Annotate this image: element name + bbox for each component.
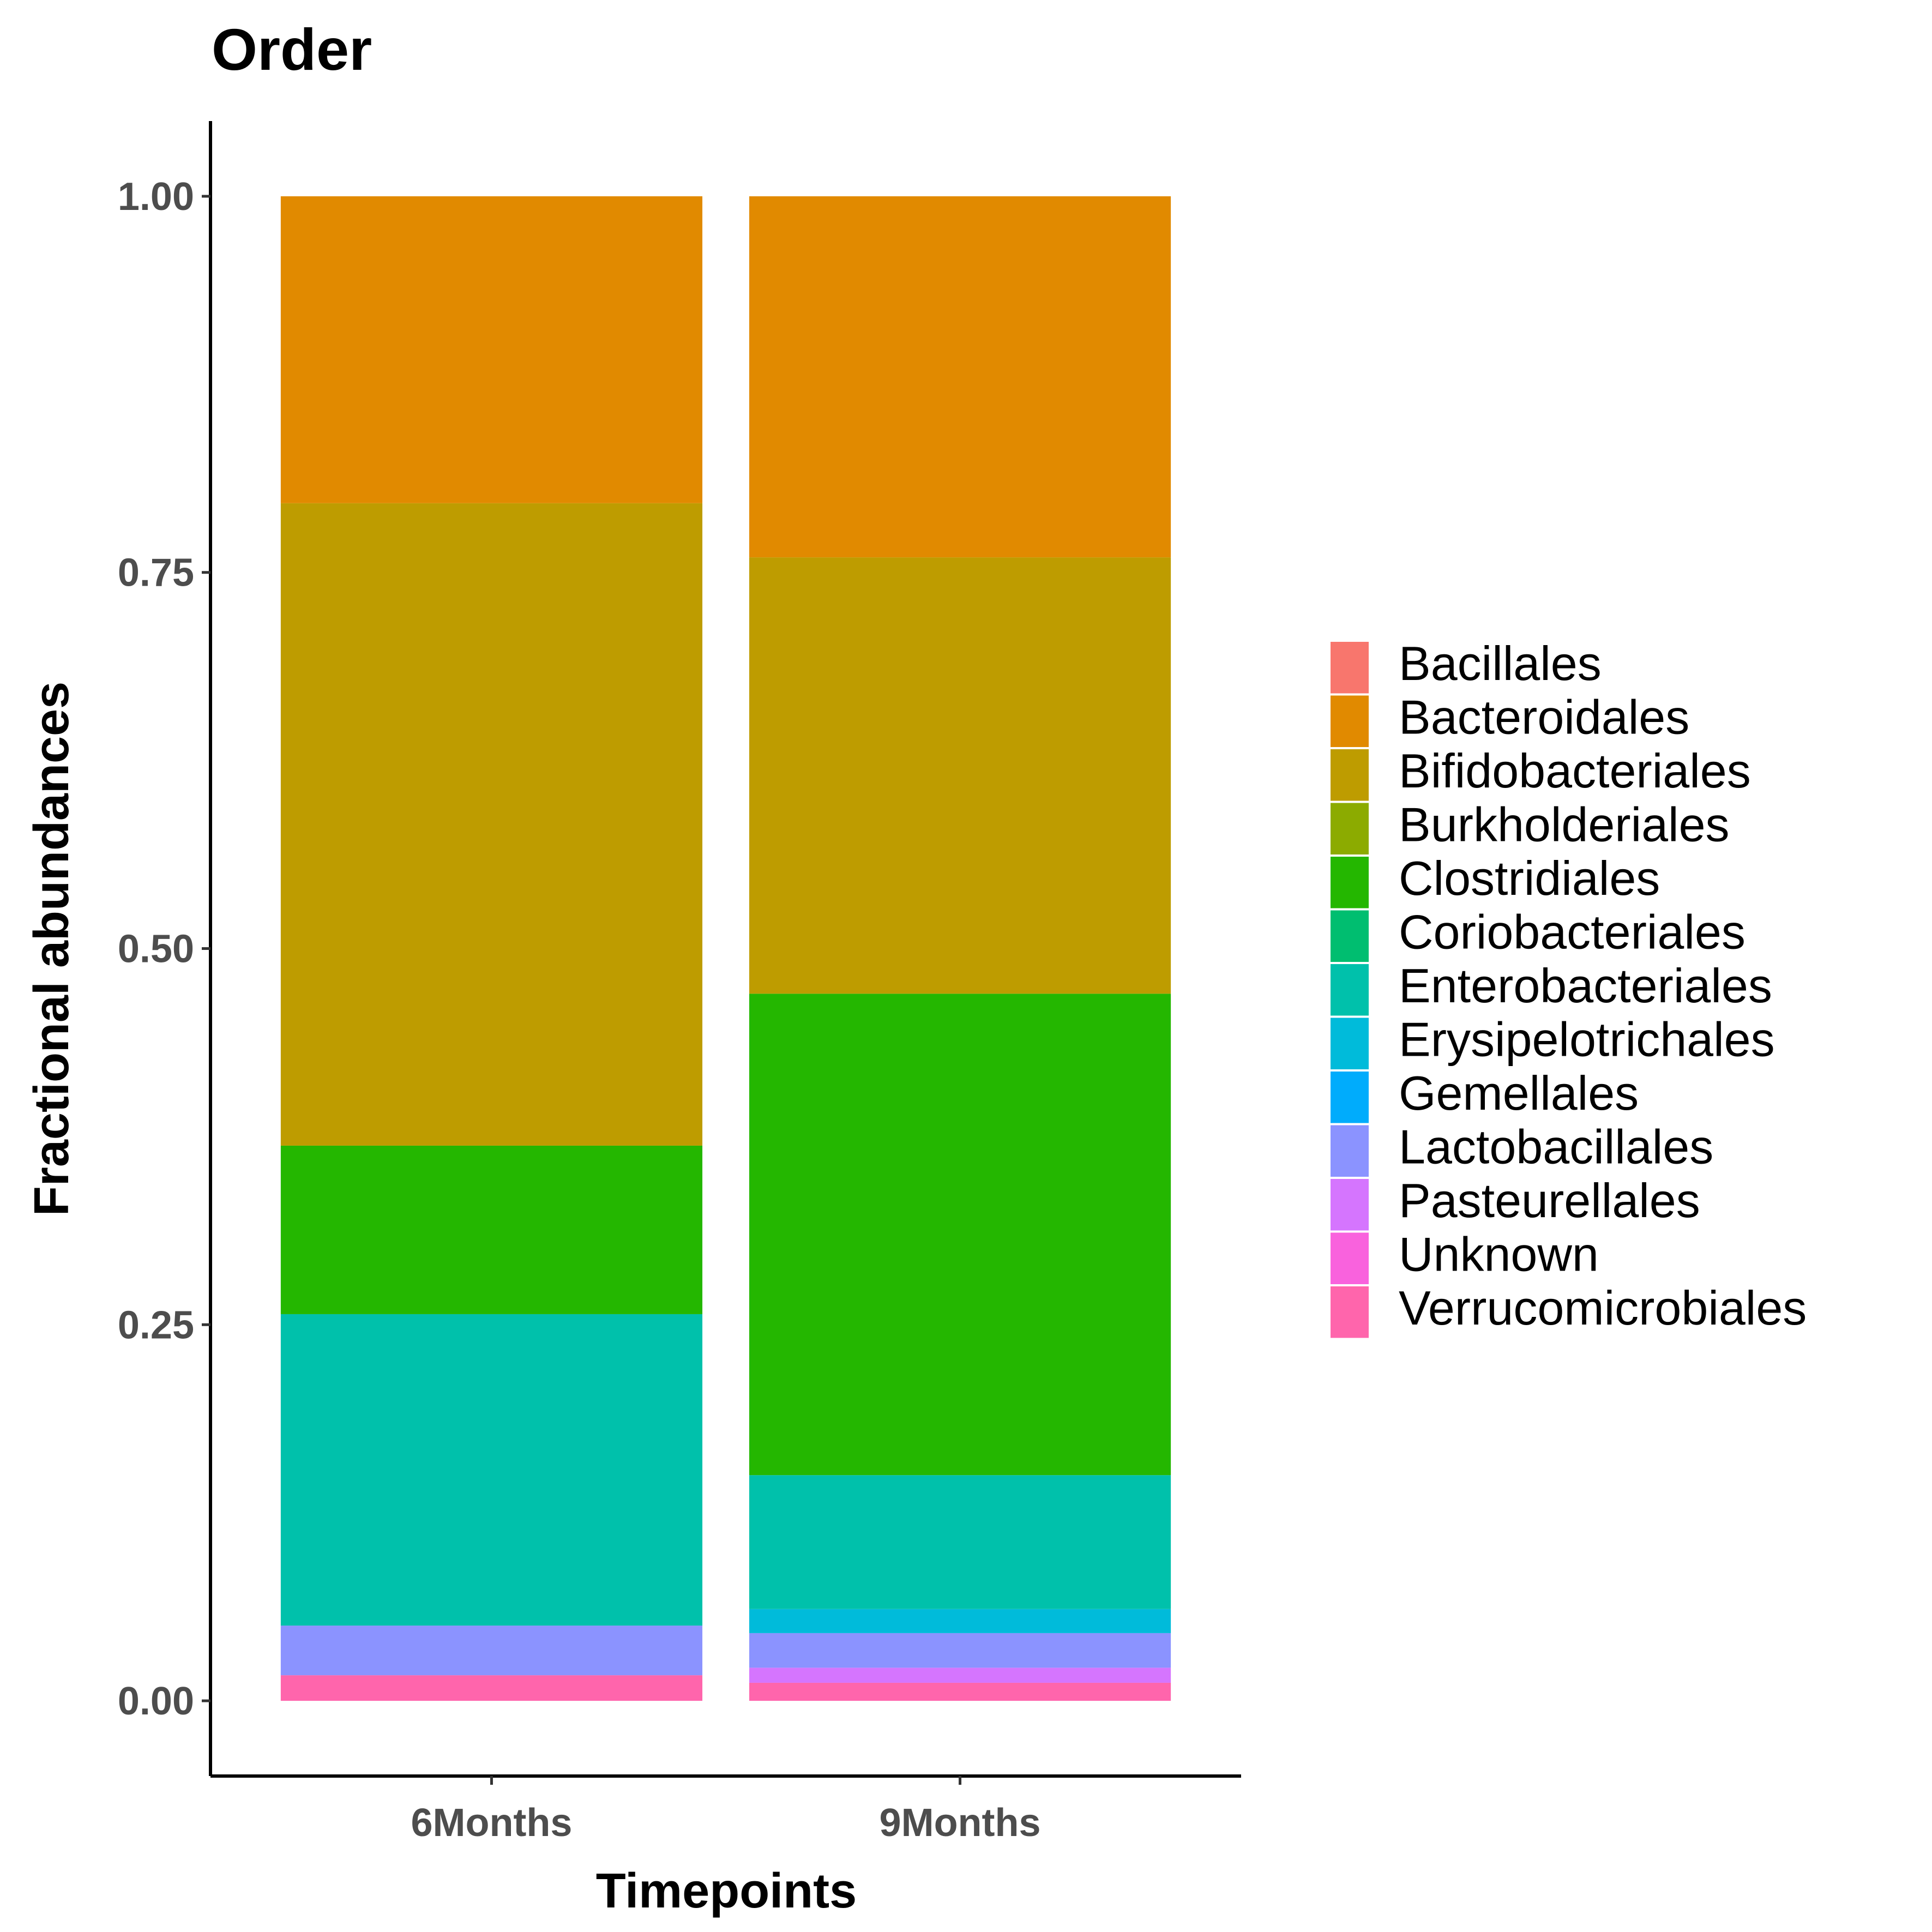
- legend-label: Coriobacteriales: [1399, 905, 1746, 959]
- bar-segment: [280, 503, 703, 1146]
- bar-segment: [749, 994, 1171, 1476]
- bar-segment: [749, 1682, 1171, 1701]
- x-axis-title: Timepoints: [596, 1864, 857, 1918]
- y-tick-label: 0.00: [118, 1680, 194, 1723]
- legend-label: Gemellales: [1399, 1066, 1639, 1120]
- legend-key: [1331, 1018, 1369, 1069]
- legend-label: Enterobacteriales: [1399, 959, 1772, 1013]
- x-tick-label: 6Months: [411, 1801, 572, 1845]
- x-axis: 6Months 9Months: [411, 1776, 1041, 1845]
- legend-label: Bifidobacteriales: [1399, 744, 1751, 798]
- bars-group: [280, 196, 1171, 1701]
- bar-segment: [280, 1314, 703, 1626]
- legend-label: Unknown: [1399, 1227, 1599, 1281]
- legend-key: [1331, 1286, 1369, 1338]
- legend-key: [1331, 964, 1369, 1016]
- y-tick-label: 1.00: [118, 175, 194, 219]
- y-axis-title: Fractional abundances: [25, 682, 79, 1216]
- legend-label: Clostridiales: [1399, 851, 1660, 905]
- y-tick-label: 0.25: [118, 1303, 194, 1347]
- legend-label: Verrucomicrobiales: [1399, 1281, 1807, 1335]
- bar-segment: [280, 196, 703, 503]
- bar-segment: [280, 1145, 703, 1314]
- legend-label: Erysipelotrichales: [1399, 1013, 1775, 1067]
- y-tick-label: 0.75: [118, 551, 194, 595]
- legend: BacillalesBacteroidalesBifidobacteriales…: [1331, 636, 1807, 1338]
- legend-key: [1331, 1125, 1369, 1177]
- legend-label: Lactobacillales: [1399, 1120, 1713, 1174]
- legend-key: [1331, 803, 1369, 854]
- legend-key: [1331, 749, 1369, 801]
- legend-label: Pasteurellales: [1399, 1173, 1700, 1227]
- legend-key: [1331, 642, 1369, 694]
- bar-segment: [280, 1675, 703, 1701]
- legend-key: [1331, 695, 1369, 747]
- bar-segment: [749, 196, 1171, 558]
- legend-key: [1331, 910, 1369, 962]
- bar-segment: [749, 1609, 1171, 1633]
- chart-title: Order: [212, 16, 372, 82]
- legend-key: [1331, 1179, 1369, 1231]
- bar-segment: [749, 1633, 1171, 1668]
- legend-label: Burkholderiales: [1399, 798, 1730, 852]
- y-tick-label: 0.50: [118, 928, 194, 971]
- bar-segment: [280, 1626, 703, 1676]
- y-axis: 0.00 0.25 0.50 0.75 1.00: [118, 175, 210, 1723]
- bar-segment: [749, 1475, 1171, 1609]
- bar-segment: [749, 557, 1171, 994]
- legend-key: [1331, 1232, 1369, 1284]
- legend-label: Bacillales: [1399, 636, 1602, 690]
- legend-label: Bacteroidales: [1399, 690, 1689, 744]
- x-tick-label: 9Months: [880, 1801, 1041, 1845]
- bar-segment: [749, 1668, 1171, 1683]
- legend-key: [1331, 857, 1369, 908]
- legend-key: [1331, 1072, 1369, 1123]
